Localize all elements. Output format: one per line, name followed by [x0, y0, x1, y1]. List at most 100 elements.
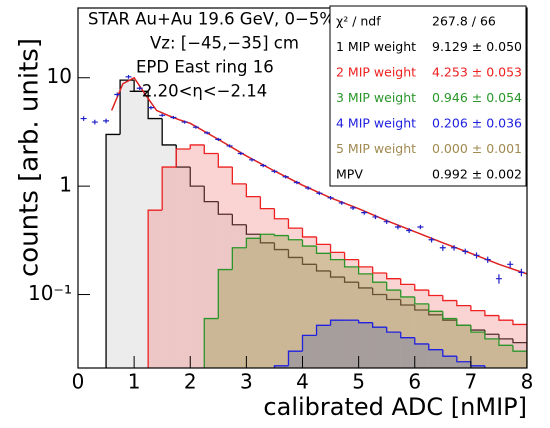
hist-bin	[470, 330, 485, 368]
data-point	[305, 186, 312, 190]
hist-bin	[512, 342, 527, 368]
data-point	[350, 205, 357, 210]
data-point	[518, 268, 525, 277]
data-point	[147, 105, 154, 110]
hist-bin	[400, 296, 415, 368]
data-point	[80, 116, 87, 121]
hist-bin	[218, 214, 233, 368]
data-point	[237, 151, 244, 156]
hist-bin	[414, 290, 429, 368]
hist-outline	[386, 282, 401, 291]
data-point	[462, 248, 469, 255]
data-point	[327, 196, 334, 200]
hist-outline	[372, 273, 387, 283]
hist-outline	[245, 224, 261, 235]
hist-outline	[456, 356, 471, 363]
hist-outline	[315, 236, 331, 246]
x-tick-label: 2	[184, 370, 197, 394]
annotation: STAR Au+Au 19.6 GeV, 0−5%	[88, 10, 335, 29]
hist-outline	[456, 318, 471, 326]
hist-outline	[273, 208, 289, 220]
hist-outline	[400, 278, 415, 286]
hist-outline	[287, 350, 303, 366]
hist-bin	[386, 299, 401, 368]
hist-outline	[189, 167, 205, 187]
hist-outline	[329, 253, 345, 261]
hist-outline	[273, 234, 289, 237]
data-point	[282, 175, 289, 179]
hist-bin	[274, 249, 289, 368]
hist-bin	[498, 338, 513, 368]
hist-outline	[217, 153, 233, 168]
hist-bin	[386, 290, 401, 368]
hist-bin	[288, 228, 303, 368]
hist-bin	[428, 311, 443, 368]
hist-bin	[344, 259, 359, 368]
hist-bin	[274, 235, 289, 368]
stats-box	[329, 5, 527, 187]
hist-bin	[372, 327, 387, 368]
hist-bin	[484, 334, 499, 368]
hist-bin	[162, 144, 177, 368]
hist-bin	[260, 208, 275, 368]
hist-outline	[343, 259, 359, 268]
hist-outline	[372, 322, 387, 328]
y-tick-label: 1	[59, 173, 72, 197]
hist-outline	[512, 345, 527, 368]
hist-outline	[442, 295, 457, 302]
hist-bin	[134, 91, 149, 368]
hist-outline	[470, 305, 485, 312]
hist-bin	[470, 310, 485, 368]
hist-outline	[301, 239, 317, 247]
hist-bin	[302, 246, 317, 368]
hist-outline	[456, 300, 471, 307]
hist-bin	[246, 234, 261, 368]
hist-bin	[456, 325, 471, 368]
hist-bin	[176, 149, 191, 368]
x-tick-label: 8	[521, 370, 534, 394]
data-point	[507, 261, 514, 268]
hist-outline	[147, 91, 163, 120]
hist-outline	[484, 310, 499, 317]
hist-bin	[400, 284, 415, 368]
hist-outline	[400, 290, 415, 298]
hist-outline	[259, 196, 275, 210]
hist-bin	[232, 224, 247, 368]
hist-outline	[315, 246, 331, 254]
hist-outline	[301, 228, 317, 238]
hist-outline	[329, 319, 345, 326]
hist-outline	[357, 320, 373, 324]
hist-outline	[512, 320, 527, 368]
hist-bin	[470, 332, 485, 368]
hist-outline	[161, 118, 177, 146]
hist-bin	[330, 320, 345, 368]
hist-bin	[232, 247, 247, 368]
stats-name: 2 MIP weight	[336, 65, 416, 80]
hist-bin	[148, 118, 163, 368]
hist-outline	[386, 327, 401, 333]
hist-outline	[231, 247, 247, 270]
fit-line	[110, 76, 527, 275]
stats-value: 4.253 ± 0.053	[432, 65, 522, 80]
hist-outline	[273, 365, 289, 368]
hist-outline	[442, 349, 457, 357]
hist-bin	[246, 238, 261, 368]
plot-area	[80, 75, 527, 368]
data-point	[428, 237, 435, 243]
data-point	[215, 137, 222, 141]
hist-bin	[456, 305, 471, 368]
hist-bin	[106, 134, 121, 368]
annotation: Vz: [−45,−35] cm	[150, 34, 299, 53]
hist-outline	[400, 332, 415, 339]
hist-bin	[428, 349, 443, 368]
data-point	[103, 118, 110, 124]
hist-outline	[189, 144, 205, 150]
hist-outline	[245, 183, 261, 198]
x-tick-label: 6	[408, 370, 421, 394]
annotation: −2.20<η<−2.14	[128, 82, 267, 101]
hist-outline	[428, 303, 443, 312]
hist-outline	[329, 270, 345, 278]
hist-bin	[386, 278, 401, 368]
hist-bin	[484, 338, 499, 368]
hist-bin	[330, 252, 345, 368]
